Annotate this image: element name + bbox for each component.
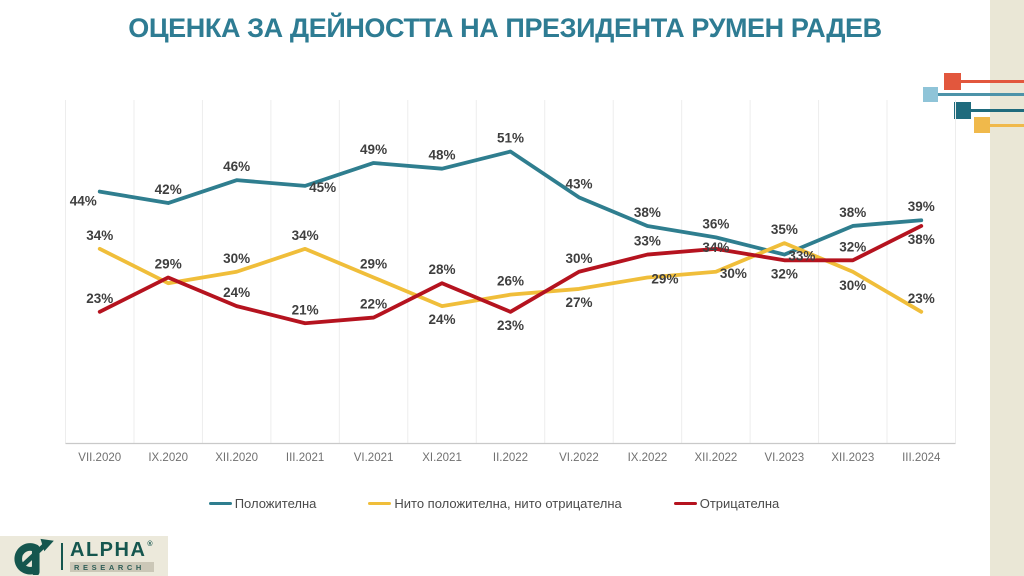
data-label-neutral-IX.2022: 29% bbox=[651, 271, 678, 286]
legend-swatch-positive bbox=[208, 501, 232, 506]
x-tick-label: III.2024 bbox=[902, 452, 941, 464]
chart-legend: Положителна Нито положителна, нито отрица… bbox=[33, 496, 955, 511]
data-label-negative-XI.2021: 28% bbox=[429, 262, 456, 277]
data-label-negative-VI.2021: 22% bbox=[360, 297, 387, 312]
data-label-neutral-VII.2020: 34% bbox=[86, 228, 113, 243]
logo-text: ALPHA ® RESEARCH bbox=[70, 540, 155, 572]
x-tick-label: VI.2023 bbox=[765, 452, 805, 464]
data-label-negative-IX.2020: 29% bbox=[155, 256, 182, 271]
series-line-neutral bbox=[97, 241, 924, 314]
legend-label-negative: Отрицателна bbox=[699, 496, 780, 511]
series-line-negative bbox=[97, 224, 924, 326]
data-label-negative-XII.2023: 32% bbox=[839, 239, 866, 254]
data-label-neutral-XII.2020: 30% bbox=[223, 251, 250, 266]
x-tick-label: XI.2021 bbox=[422, 452, 462, 464]
alpha-research-logo: ALPHA ® RESEARCH bbox=[0, 536, 168, 576]
x-tick-label: II.2022 bbox=[493, 452, 528, 464]
data-label-neutral-XII.2022: 30% bbox=[720, 266, 747, 281]
logo-divider bbox=[61, 542, 63, 570]
right-side-panel bbox=[990, 0, 1024, 576]
data-label-positive-II.2022: 51% bbox=[497, 131, 524, 146]
page-title: ОЦЕНКА ЗА ДЕЙНОСТТА НА ПРЕЗИДЕНТА РУМЕН … bbox=[128, 13, 882, 43]
data-label-negative-III.2021: 21% bbox=[292, 302, 319, 317]
data-label-neutral-VI.2023: 35% bbox=[771, 222, 798, 237]
data-label-positive-IX.2020: 42% bbox=[155, 182, 182, 197]
data-label-negative-IX.2022: 33% bbox=[634, 234, 661, 249]
logo-sub-word: RESEARCH bbox=[70, 562, 155, 572]
data-label-positive-IX.2022: 38% bbox=[634, 205, 661, 220]
data-label-negative-II.2022: 23% bbox=[497, 318, 524, 333]
legend-item-positive: Положителна bbox=[208, 496, 317, 511]
legend-swatch-negative bbox=[673, 501, 697, 506]
data-label-neutral-VI.2021: 29% bbox=[360, 256, 387, 271]
data-label-neutral-XI.2021: 24% bbox=[429, 312, 456, 327]
x-tick-label: XII.2020 bbox=[215, 452, 258, 464]
data-label-neutral-II.2022: 26% bbox=[497, 274, 524, 289]
data-label-neutral-III.2021: 34% bbox=[292, 228, 319, 243]
x-tick-label: XII.2022 bbox=[694, 452, 737, 464]
data-label-positive-XII.2022: 36% bbox=[702, 216, 729, 231]
data-label-positive-XII.2023: 38% bbox=[839, 205, 866, 220]
x-tick-label: III.2021 bbox=[286, 452, 324, 464]
data-label-positive-XII.2020: 46% bbox=[223, 159, 250, 174]
logo-registered-mark: ® bbox=[147, 541, 155, 548]
data-label-negative-VII.2020: 23% bbox=[86, 291, 113, 306]
legend-swatch-neutral bbox=[368, 501, 392, 506]
data-label-negative-XII.2022: 34% bbox=[702, 240, 729, 255]
logo-brand: ALPHA ® bbox=[70, 540, 154, 560]
data-label-positive-VI.2022: 43% bbox=[565, 176, 592, 191]
data-label-neutral-VI.2022: 27% bbox=[565, 295, 592, 310]
data-label-positive-VI.2021: 49% bbox=[360, 142, 387, 157]
data-label-positive-III.2021: 45% bbox=[309, 180, 336, 195]
x-tick-label: VI.2021 bbox=[354, 452, 394, 464]
data-label-positive-VII.2020: 44% bbox=[70, 194, 97, 209]
x-tick-label: XII.2023 bbox=[831, 452, 874, 464]
x-tick-label: VI.2022 bbox=[559, 452, 599, 464]
data-label-positive-III.2024: 39% bbox=[908, 199, 935, 214]
data-label-neutral-XII.2023: 30% bbox=[839, 278, 866, 293]
x-tick-label: IX.2022 bbox=[628, 452, 668, 464]
data-label-negative-VI.2022: 30% bbox=[565, 251, 592, 266]
data-label-neutral-III.2024: 23% bbox=[908, 291, 935, 306]
legend-label-positive: Положителна bbox=[234, 496, 317, 511]
x-tick-label: IX.2020 bbox=[148, 452, 188, 464]
alpha-glyph-icon bbox=[14, 538, 54, 575]
data-label-negative-III.2024: 38% bbox=[908, 232, 935, 247]
data-label-positive-VI.2023: 33% bbox=[788, 249, 815, 264]
legend-label-neutral: Нито положителна, нито отрицателна bbox=[394, 496, 622, 511]
legend-item-negative: Отрицателна bbox=[673, 496, 780, 511]
logo-brand-word: ALPHA bbox=[70, 539, 147, 561]
data-label-negative-VI.2023: 32% bbox=[771, 266, 798, 281]
x-tick-label: VII.2020 bbox=[78, 452, 121, 464]
data-label-positive-XI.2021: 48% bbox=[429, 148, 456, 163]
legend-item-neutral: Нито положителна, нито отрицателна bbox=[368, 496, 622, 511]
data-label-negative-XII.2020: 24% bbox=[223, 285, 250, 300]
series-line-positive bbox=[97, 149, 924, 257]
